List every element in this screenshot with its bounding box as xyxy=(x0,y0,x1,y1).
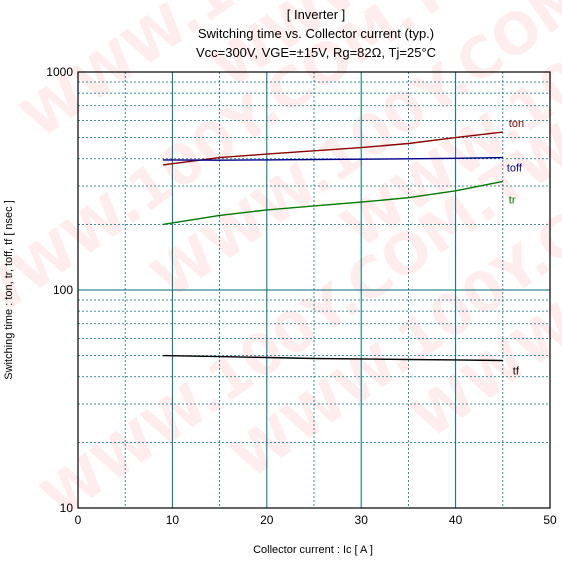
x-tick-label: 50 xyxy=(543,513,557,527)
chart-conditions: Vcc=300V, VGE=±15V, Rg=82Ω, Tj=25°C xyxy=(196,45,436,60)
chart-title: [ Inverter ] xyxy=(287,7,346,22)
x-tick-label: 10 xyxy=(166,513,180,527)
x-tick-label: 20 xyxy=(260,513,274,527)
plot-area xyxy=(77,71,551,509)
series-lines xyxy=(162,131,503,362)
gridlines xyxy=(78,72,550,508)
x-tick-label: 40 xyxy=(449,513,463,527)
series-label-toff: toff xyxy=(507,163,523,175)
series-line-ton xyxy=(162,131,503,166)
x-tick-label: 30 xyxy=(355,513,369,527)
series-line-tr xyxy=(162,180,503,226)
x-tick-label: 0 xyxy=(75,513,82,527)
y-tick-label: 10 xyxy=(60,501,74,515)
y-tick-label: 100 xyxy=(53,283,73,297)
x-axis-label: Collector current : Ic [ A ] xyxy=(253,544,373,556)
y-axis-label: Switching time : ton, tr, toff, tf [ nse… xyxy=(3,200,15,380)
series-label-ton: ton xyxy=(509,118,524,130)
series-labels: ton toff tr tf xyxy=(507,118,524,377)
series-line-tf xyxy=(162,354,503,362)
watermark-layer: WWW.100Y.COM.TWWWW.100Y.COM.TWWWW.100Y.C… xyxy=(0,0,562,531)
chart-subtitle: Switching time vs. Collector current (ty… xyxy=(198,26,434,41)
y-tick-label: 1000 xyxy=(46,65,73,79)
series-line-toff xyxy=(162,156,503,161)
series-label-tf: tf xyxy=(513,365,520,377)
series-label-tr: tr xyxy=(509,194,516,206)
